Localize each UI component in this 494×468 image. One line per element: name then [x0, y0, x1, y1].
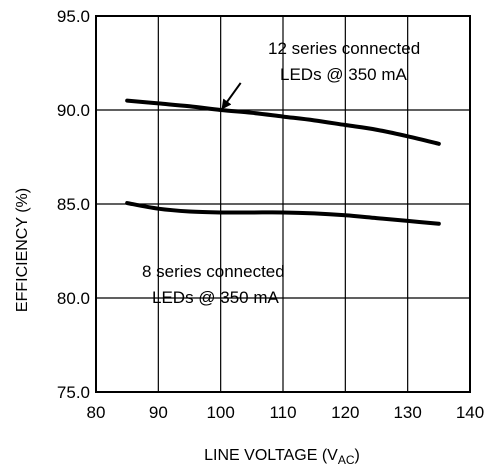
x-tick-label: 130 [393, 403, 421, 422]
plot-frame [95, 15, 471, 393]
y-axis-label: EFFICIENCY (%) [14, 188, 31, 312]
series-line-12-leds [125, 98, 441, 146]
x-tick-label: 140 [456, 403, 484, 422]
annotation-8-series-line1: 8 series connected [142, 262, 285, 281]
x-tick-label: 80 [87, 403, 106, 422]
x-tick-label: 110 [269, 403, 296, 422]
annotation-12-series-line2: LEDs @ 350 mA [280, 65, 408, 84]
series-line-8-leds [125, 201, 441, 226]
y-tick-label: 90.0 [57, 101, 90, 120]
x-axis-label: LINE VOLTAGE (VAC) [204, 447, 360, 467]
x-axis-label-main: LINE VOLTAGE (V [204, 447, 338, 464]
annotation-arrow [221, 82, 242, 110]
series-group [125, 98, 441, 226]
annotation-8-series-line2: LEDs @ 350 mA [152, 288, 280, 307]
grid [96, 16, 470, 392]
annotation-12-series-line1: 12 series connected [268, 39, 420, 58]
tick-labels: 80 90 100 110 120 130 140 75.0 80.0 85.0 90.0 95.0 [57, 7, 484, 422]
x-tick-label: 100 [206, 403, 234, 422]
x-tick-label: 90 [149, 403, 168, 422]
y-tick-label: 80.0 [57, 289, 90, 308]
x-axis-label-subscript: AC [338, 453, 355, 467]
x-tick-label: 120 [331, 403, 359, 422]
y-tick-label: 85.0 [57, 195, 90, 214]
y-tick-label: 95.0 [57, 7, 90, 26]
y-tick-label: 75.0 [57, 383, 90, 402]
x-axis-label-close: ) [355, 447, 360, 464]
